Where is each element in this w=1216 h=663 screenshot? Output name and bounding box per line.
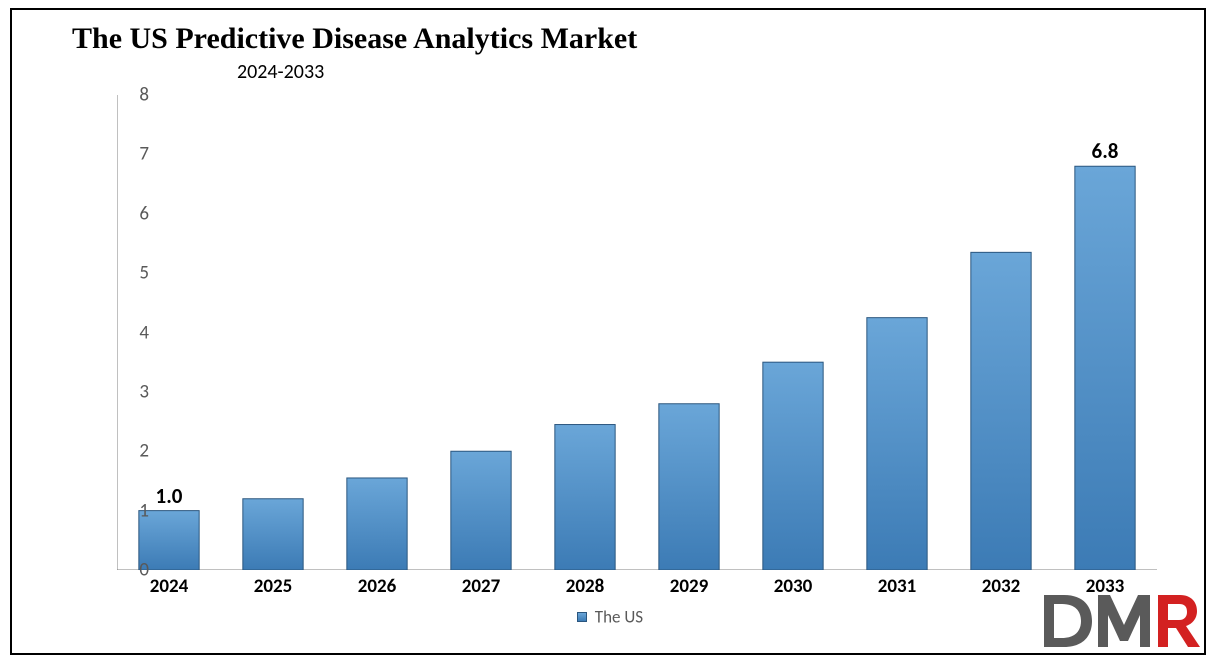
bar bbox=[659, 404, 719, 570]
x-tick-label: 2031 bbox=[845, 575, 949, 598]
x-tick-label: 2024 bbox=[117, 575, 221, 598]
legend-swatch-icon bbox=[577, 612, 587, 622]
chart-frame: The US Predictive Disease Analytics Mark… bbox=[10, 8, 1206, 655]
chart-title: The US Predictive Disease Analytics Mark… bbox=[72, 22, 637, 56]
y-tick-label: 6 bbox=[119, 202, 149, 225]
bar bbox=[555, 425, 615, 570]
bar bbox=[451, 451, 511, 570]
x-tick-label: 2032 bbox=[949, 575, 1053, 598]
chart-plot-area bbox=[117, 95, 1157, 570]
bar-data-label: 1.0 bbox=[139, 483, 199, 509]
y-tick-label: 8 bbox=[119, 84, 149, 107]
y-tick-label: 4 bbox=[119, 321, 149, 344]
chart-subtitle: 2024-2033 bbox=[237, 60, 324, 84]
bar-data-label: 6.8 bbox=[1075, 138, 1135, 164]
bar bbox=[347, 478, 407, 570]
bar bbox=[867, 318, 927, 570]
y-tick-label: 3 bbox=[119, 380, 149, 403]
bars bbox=[139, 166, 1135, 570]
x-tick-label: 2028 bbox=[533, 575, 637, 598]
x-tick-label: 2026 bbox=[325, 575, 429, 598]
logo-d bbox=[1044, 595, 1092, 647]
bar bbox=[971, 252, 1031, 570]
logo-m bbox=[1098, 595, 1150, 647]
y-tick-label: 5 bbox=[119, 262, 149, 285]
chart-legend: The US bbox=[12, 605, 1208, 627]
bar bbox=[763, 362, 823, 570]
x-tick-label: 2025 bbox=[221, 575, 325, 598]
chart-svg bbox=[117, 95, 1157, 570]
x-tick-label: 2029 bbox=[637, 575, 741, 598]
bar bbox=[1075, 166, 1135, 570]
dmr-logo bbox=[1040, 591, 1200, 651]
legend-label: The US bbox=[595, 606, 643, 627]
y-tick-label: 2 bbox=[119, 440, 149, 463]
y-tick-label: 7 bbox=[119, 143, 149, 166]
x-tick-label: 2027 bbox=[429, 575, 533, 598]
x-tick-label: 2030 bbox=[741, 575, 845, 598]
logo-r bbox=[1158, 595, 1200, 647]
bar bbox=[243, 499, 303, 570]
